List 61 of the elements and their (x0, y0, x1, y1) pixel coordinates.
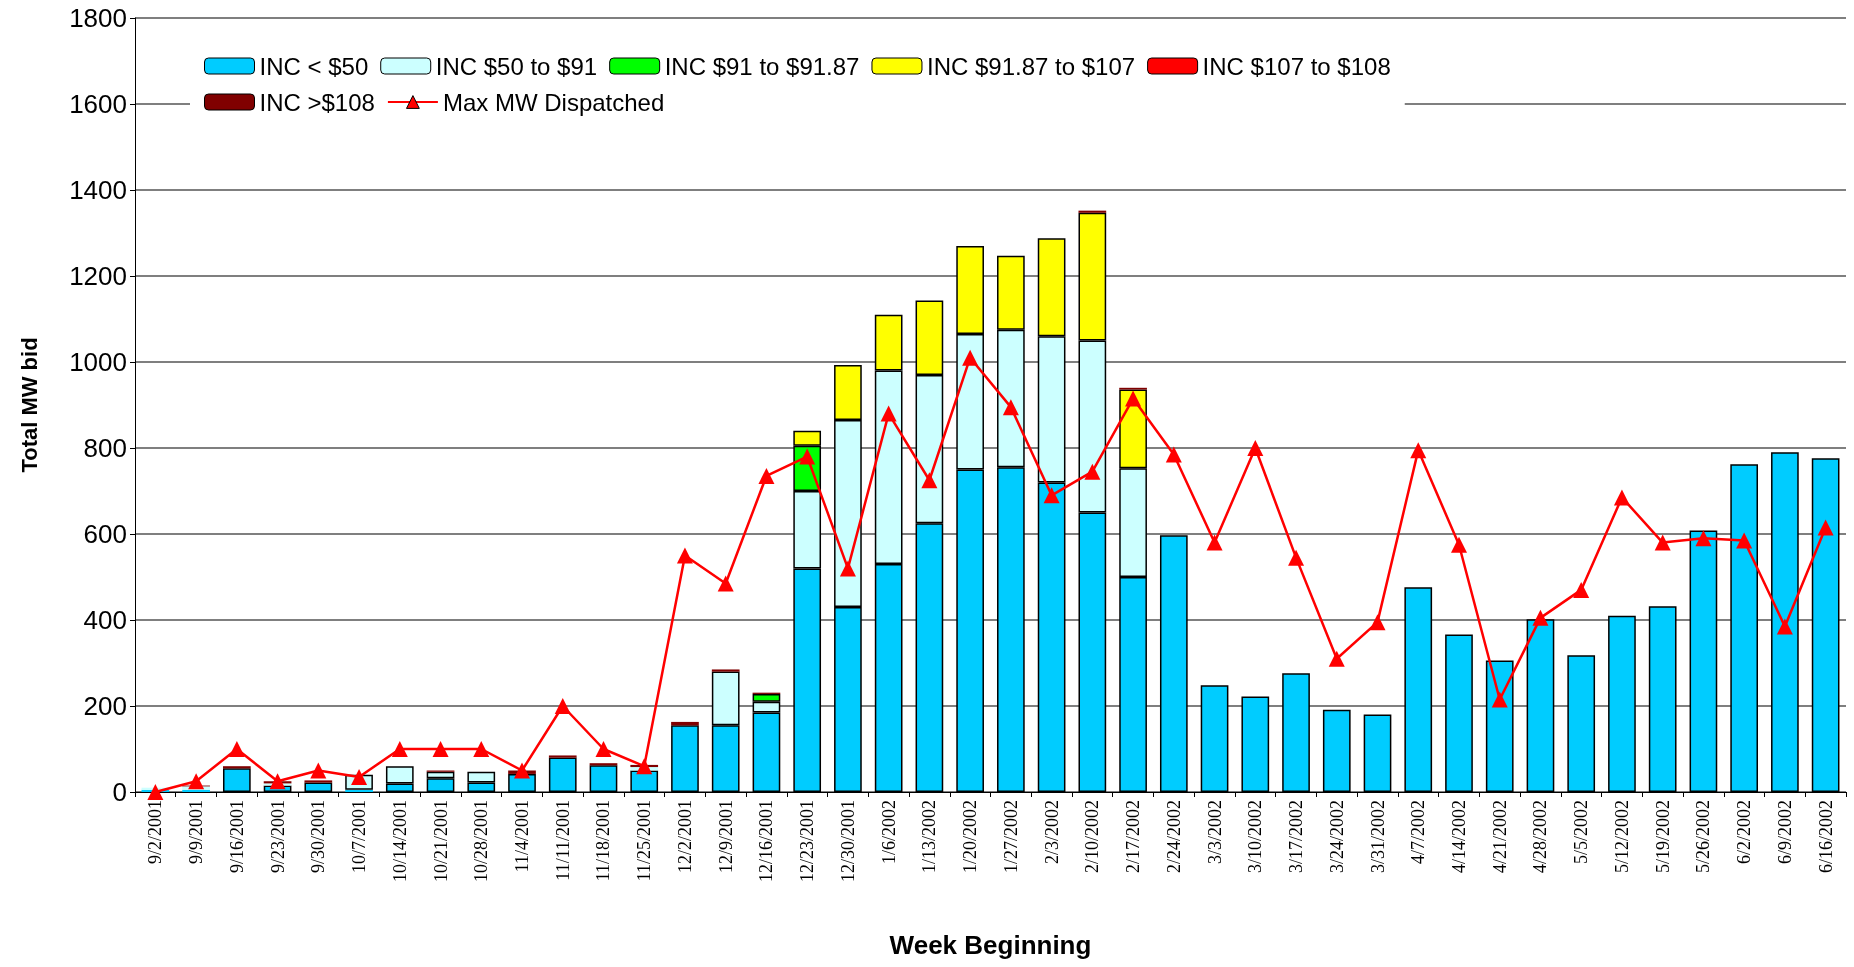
x-tick-label: 4/14/2002 (1448, 800, 1469, 874)
x-tick-label: 9/9/2001 (186, 800, 207, 865)
x-tick-label: 1/13/2002 (919, 800, 940, 874)
x-tick-label: 1/20/2002 (960, 800, 981, 874)
x-tick-label: 9/2/2001 (145, 800, 166, 865)
x-tick-label: 11/18/2001 (593, 800, 614, 882)
legend-label: INC $50 to $91 (435, 52, 598, 80)
x-tick-label: 5/19/2002 (1652, 800, 1673, 874)
x-tick-label: 1/27/2002 (1000, 800, 1021, 874)
y-axis-title: Total MW bid (16, 337, 42, 473)
x-tick-label: 2/3/2002 (1041, 800, 1062, 865)
x-tick-label: 12/9/2001 (715, 800, 736, 874)
y-tick-label: 800 (83, 433, 127, 463)
x-tick-label: 11/11/2001 (552, 800, 573, 881)
x-tick-label: 2/24/2002 (1163, 800, 1184, 874)
y-tick-label: 1800 (69, 3, 127, 33)
y-tick-label: 0 (112, 777, 127, 807)
x-tick-label: 3/24/2002 (1326, 800, 1347, 874)
legend-label: INC $91 to $91.87 (664, 52, 860, 80)
x-tick-label: 9/23/2001 (267, 800, 288, 874)
y-tick-label: 600 (83, 519, 127, 549)
x-axis-title: Week Beginning (889, 930, 1092, 960)
x-tick-label: 10/28/2001 (471, 800, 492, 883)
x-tick-label: 11/4/2001 (512, 800, 533, 873)
y-tick-label: 200 (83, 691, 127, 721)
y-tick-label: 1000 (69, 347, 127, 377)
x-tick-label: 6/2/2002 (1734, 800, 1755, 865)
legend-label: INC $91.87 to $107 (926, 52, 1136, 80)
x-tick-label: 5/26/2002 (1693, 800, 1714, 874)
y-tick-label: 1200 (69, 261, 127, 291)
x-tick-label: 2/17/2002 (1123, 800, 1144, 874)
x-tick-label: 3/3/2002 (1204, 800, 1225, 865)
x-tick-label: 2/10/2002 (1082, 800, 1103, 874)
x-tick-label: 11/25/2001 (634, 800, 655, 882)
legend-label: INC < $50 (259, 52, 369, 80)
x-tick-label: 9/16/2001 (226, 800, 247, 874)
x-tick-label: 12/16/2001 (756, 800, 777, 883)
x-tick-label: 4/7/2002 (1408, 800, 1429, 865)
x-tick-label: 6/9/2002 (1774, 800, 1795, 865)
legend-label: INC >$108 (259, 88, 375, 116)
x-tick-label: 5/5/2002 (1571, 800, 1592, 865)
x-tick-label: 10/21/2001 (430, 800, 451, 883)
x-tick-label: 4/21/2002 (1489, 800, 1510, 874)
legend-label: Max MW Dispatched (442, 88, 665, 116)
x-tick-label: 4/28/2002 (1530, 800, 1551, 874)
y-tick-label: 400 (83, 605, 127, 635)
x-tick-label: 3/10/2002 (1245, 800, 1266, 874)
x-tick-label: 9/30/2001 (308, 800, 329, 874)
x-tick-label: 10/7/2001 (349, 800, 370, 874)
x-tick-label: 3/17/2002 (1286, 800, 1307, 874)
x-tick-label: 5/12/2002 (1611, 800, 1632, 874)
legend-label: INC $107 to $108 (1202, 52, 1391, 80)
x-tick-label: 12/30/2001 (837, 800, 858, 883)
x-tick-label: 1/6/2002 (878, 800, 899, 865)
x-tick-label: 12/2/2001 (674, 800, 695, 874)
x-tick-label: 3/31/2002 (1367, 800, 1388, 874)
x-tick-label: 12/23/2001 (797, 800, 818, 883)
x-tick-label: 6/16/2002 (1815, 800, 1836, 874)
y-tick-label: 1400 (69, 175, 127, 205)
y-tick-label: 1600 (69, 89, 127, 119)
x-tick-label: 10/14/2001 (389, 800, 410, 883)
